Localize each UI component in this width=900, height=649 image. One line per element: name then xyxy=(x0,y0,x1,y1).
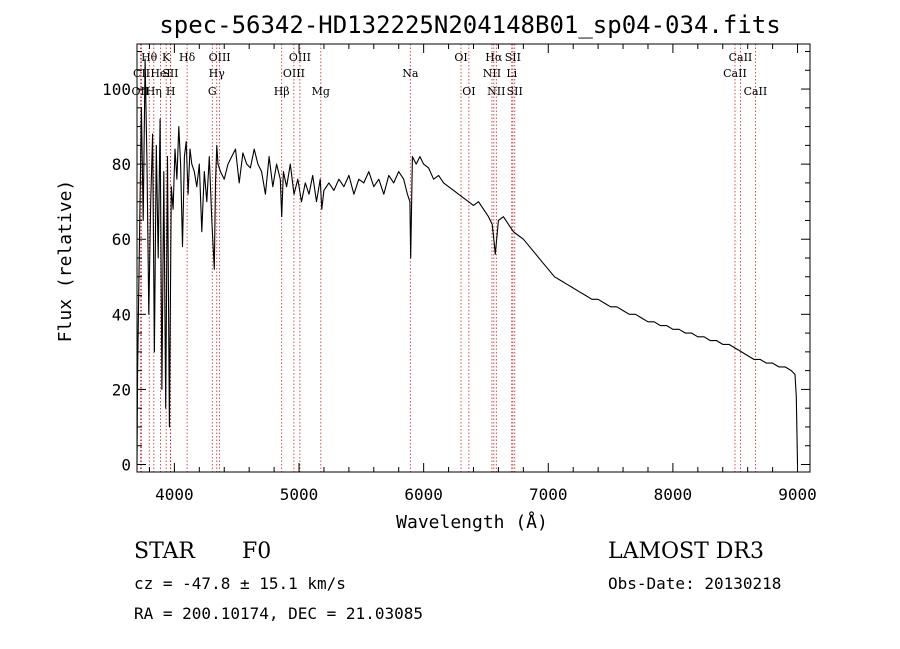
plot-frame xyxy=(136,43,811,473)
y-tick-label: 40 xyxy=(112,305,131,324)
feature-label: OI xyxy=(462,85,475,98)
feature-label: K xyxy=(162,51,171,64)
x-tick-label: 5000 xyxy=(280,485,319,504)
feature-label: CII xyxy=(133,67,150,80)
feature-label: NII xyxy=(483,67,501,80)
feature-label: SII xyxy=(507,85,523,98)
y-axis-label: Flux (relative) xyxy=(55,180,76,343)
feature-label: Hα xyxy=(485,51,503,64)
feature-label: SII xyxy=(505,51,521,64)
x-tick-label: 4000 xyxy=(155,485,194,504)
feature-label: SII xyxy=(162,67,178,80)
subclass: F0 xyxy=(242,539,272,564)
object-class: STAR xyxy=(134,539,195,564)
feature-label: CaII xyxy=(723,67,747,80)
feature-label: NII xyxy=(487,85,505,98)
feature-label: CaII xyxy=(744,85,768,98)
feature-label: Na xyxy=(402,67,419,80)
feature-label: OII xyxy=(132,85,150,98)
feature-label: OI xyxy=(454,51,467,64)
x-tick-label: 8000 xyxy=(654,485,693,504)
feature-label: HeI xyxy=(150,67,170,80)
feature-label: Hγ xyxy=(209,67,226,80)
x-axis-label: Wavelength (Å) xyxy=(396,511,548,533)
feature-label: CaII xyxy=(729,51,753,64)
y-tick-label: 60 xyxy=(112,230,131,249)
feature-label: Hθ xyxy=(141,51,158,64)
y-tick-label: 20 xyxy=(112,380,131,399)
y-tick-label: 80 xyxy=(112,155,131,174)
chart-title: spec-56342-HD132225N204148B01_sp04-034.f… xyxy=(159,11,780,39)
feature-label: H xyxy=(166,85,176,98)
x-tick-label: 7000 xyxy=(529,485,568,504)
feature-label: Li xyxy=(506,67,517,80)
spectrum-line xyxy=(136,58,799,465)
feature-label: Mg xyxy=(312,85,330,98)
x-tick-label: 6000 xyxy=(404,485,443,504)
y-tick-label: 0 xyxy=(121,455,131,474)
obs-date: Obs-Date: 20130218 xyxy=(608,574,782,593)
y-tick-label: 100 xyxy=(102,80,131,99)
feature-label: Hη xyxy=(146,85,162,98)
survey-name: LAMOST DR3 xyxy=(608,539,764,564)
feature-label: G xyxy=(208,85,217,98)
redshift-cz: cz = -47.8 ± 15.1 km/s xyxy=(134,574,346,593)
feature-label: OIII xyxy=(289,51,311,64)
feature-label: Hβ xyxy=(274,85,290,98)
feature-label: OIII xyxy=(209,51,231,64)
coordinates: RA = 200.10174, DEC = 21.03085 xyxy=(134,604,423,623)
feature-label: OIII xyxy=(283,67,305,80)
x-tick-label: 9000 xyxy=(778,485,817,504)
feature-label: Hδ xyxy=(179,51,196,64)
